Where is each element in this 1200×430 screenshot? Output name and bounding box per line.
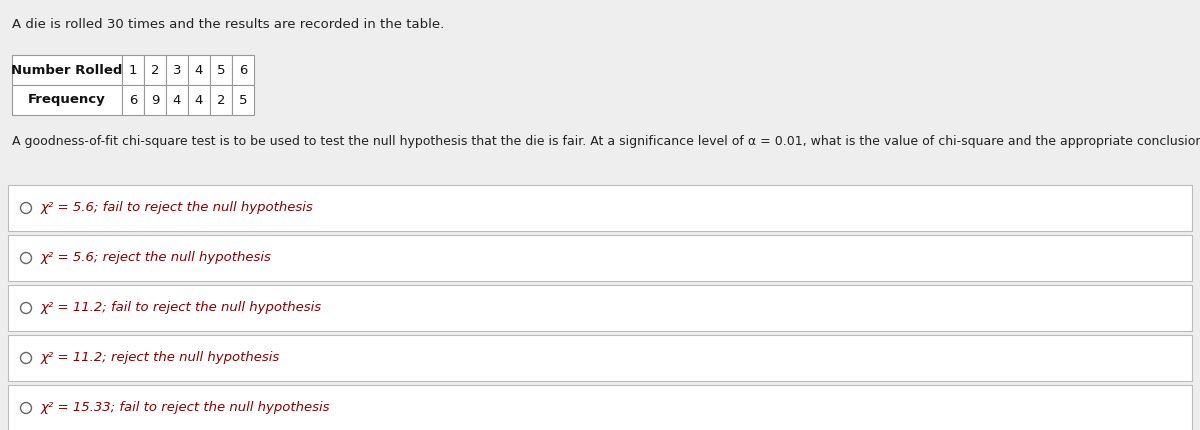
Text: 1: 1 [128, 64, 137, 77]
Bar [8, 185, 1192, 231]
Bar [188, 55, 210, 85]
Text: 4: 4 [194, 93, 203, 107]
Text: χ² = 11.2; fail to reject the null hypothesis: χ² = 11.2; fail to reject the null hypot… [41, 301, 322, 314]
Text: 5: 5 [239, 93, 247, 107]
Bar [12, 55, 122, 85]
Bar [122, 55, 144, 85]
Text: χ² = 11.2; reject the null hypothesis: χ² = 11.2; reject the null hypothesis [41, 351, 281, 365]
Text: χ² = 5.6; fail to reject the null hypothesis: χ² = 5.6; fail to reject the null hypoth… [41, 202, 313, 215]
Text: 6: 6 [128, 93, 137, 107]
Text: 2: 2 [217, 93, 226, 107]
Bar [166, 55, 188, 85]
Bar [8, 235, 1192, 281]
Bar [144, 55, 166, 85]
Text: 6: 6 [239, 64, 247, 77]
Text: 3: 3 [173, 64, 181, 77]
Text: χ² = 5.6; reject the null hypothesis: χ² = 5.6; reject the null hypothesis [41, 252, 272, 264]
Text: A die is rolled 30 times and the results are recorded in the table.: A die is rolled 30 times and the results… [12, 18, 444, 31]
Text: 9: 9 [151, 93, 160, 107]
Bar [210, 85, 232, 115]
Bar [8, 385, 1192, 430]
Bar [210, 55, 232, 85]
Bar [12, 85, 122, 115]
Text: Number Rolled: Number Rolled [11, 64, 122, 77]
Text: 5: 5 [217, 64, 226, 77]
Text: 4: 4 [194, 64, 203, 77]
Text: χ² = 15.33; fail to reject the null hypothesis: χ² = 15.33; fail to reject the null hypo… [41, 402, 330, 415]
Bar [144, 85, 166, 115]
Text: 4: 4 [173, 93, 181, 107]
Bar [122, 85, 144, 115]
Bar [188, 85, 210, 115]
Text: 2: 2 [151, 64, 160, 77]
Bar [166, 85, 188, 115]
Bar [232, 55, 254, 85]
Bar [8, 335, 1192, 381]
Text: A goodness-of-fit chi-square test is to be used to test the null hypothesis that: A goodness-of-fit chi-square test is to … [12, 135, 1200, 148]
Bar [8, 285, 1192, 331]
Bar [232, 85, 254, 115]
Text: Frequency: Frequency [28, 93, 106, 107]
